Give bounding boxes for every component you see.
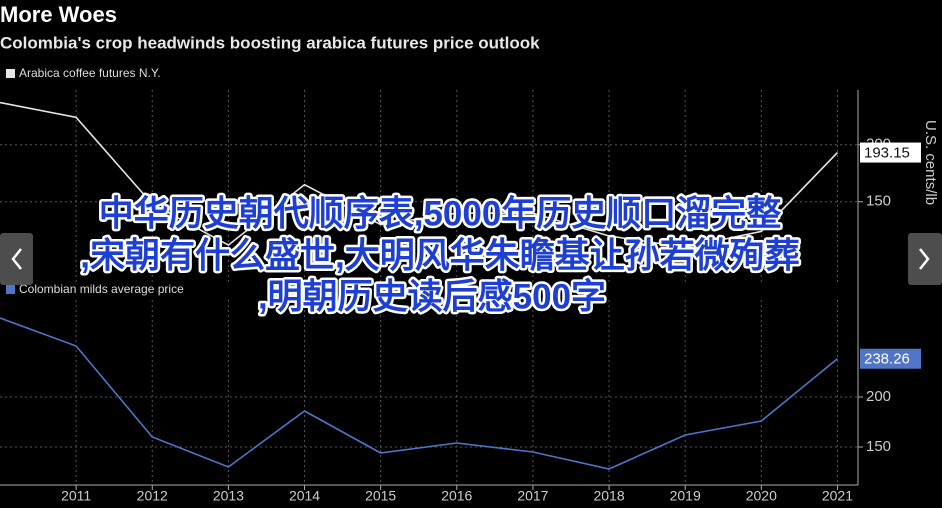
y-tick-label: 200 xyxy=(866,388,891,405)
subtitle: Colombia's crop headwinds boosting arabi… xyxy=(0,33,540,52)
x-tick-label: 2017 xyxy=(517,488,548,504)
series-line xyxy=(0,317,838,470)
legend-swatch xyxy=(6,285,15,294)
x-tick-label: 2012 xyxy=(137,488,168,504)
x-tick-label: 2011 xyxy=(61,488,91,504)
caption: 中华历史朝代顺序表,5000年历史顺口溜完整,宋朝有什么盛世,大明风华朱瞻基让孙… xyxy=(78,191,802,319)
x-tick-label: 2020 xyxy=(746,488,777,504)
next-icon[interactable] xyxy=(919,248,930,270)
prev-button[interactable] xyxy=(0,233,33,285)
x-tick-label: 2014 xyxy=(289,488,320,504)
caption-line: ,明朝历史读后感500字 xyxy=(258,277,606,316)
last-value-label: 238.26 xyxy=(864,351,910,368)
prev-bg[interactable] xyxy=(0,233,33,285)
last-value-box xyxy=(860,348,921,369)
y-axis-label: U.S. cents/lb xyxy=(922,120,939,205)
x-tick-label: 2019 xyxy=(670,488,701,504)
plot: 150 200 U.S. cents/lb Arabica coffee future… xyxy=(0,66,939,504)
caption-line: ,宋朝有什么盛世,大明风华朱瞻基让孙若微殉葬 xyxy=(80,236,799,275)
x-tick-label: 2016 xyxy=(441,488,472,504)
last-value-box xyxy=(860,142,921,163)
x-tick-label: 2018 xyxy=(593,488,624,504)
caption-line: 中华历史朝代顺序表,5000年历史顺口溜完整 xyxy=(99,193,782,233)
y-tick-label: 150 xyxy=(866,193,891,210)
x-tick-label: 2021 xyxy=(822,488,853,504)
x-tick-label: 2015 xyxy=(365,488,396,504)
next-button[interactable] xyxy=(908,233,942,285)
last-value-label: 193.15 xyxy=(864,145,910,162)
x-tick-label: 2013 xyxy=(213,488,244,504)
prev-icon[interactable] xyxy=(11,248,22,270)
y-tick-label: 150 xyxy=(866,438,891,455)
legend-label: Colombian milds average price xyxy=(19,282,184,296)
title: More Woes xyxy=(0,2,117,27)
legend-label: Arabica coffee futures N.Y. xyxy=(19,66,161,80)
series-line xyxy=(0,101,839,249)
next-bg[interactable] xyxy=(908,233,942,285)
legend-swatch xyxy=(6,69,15,78)
